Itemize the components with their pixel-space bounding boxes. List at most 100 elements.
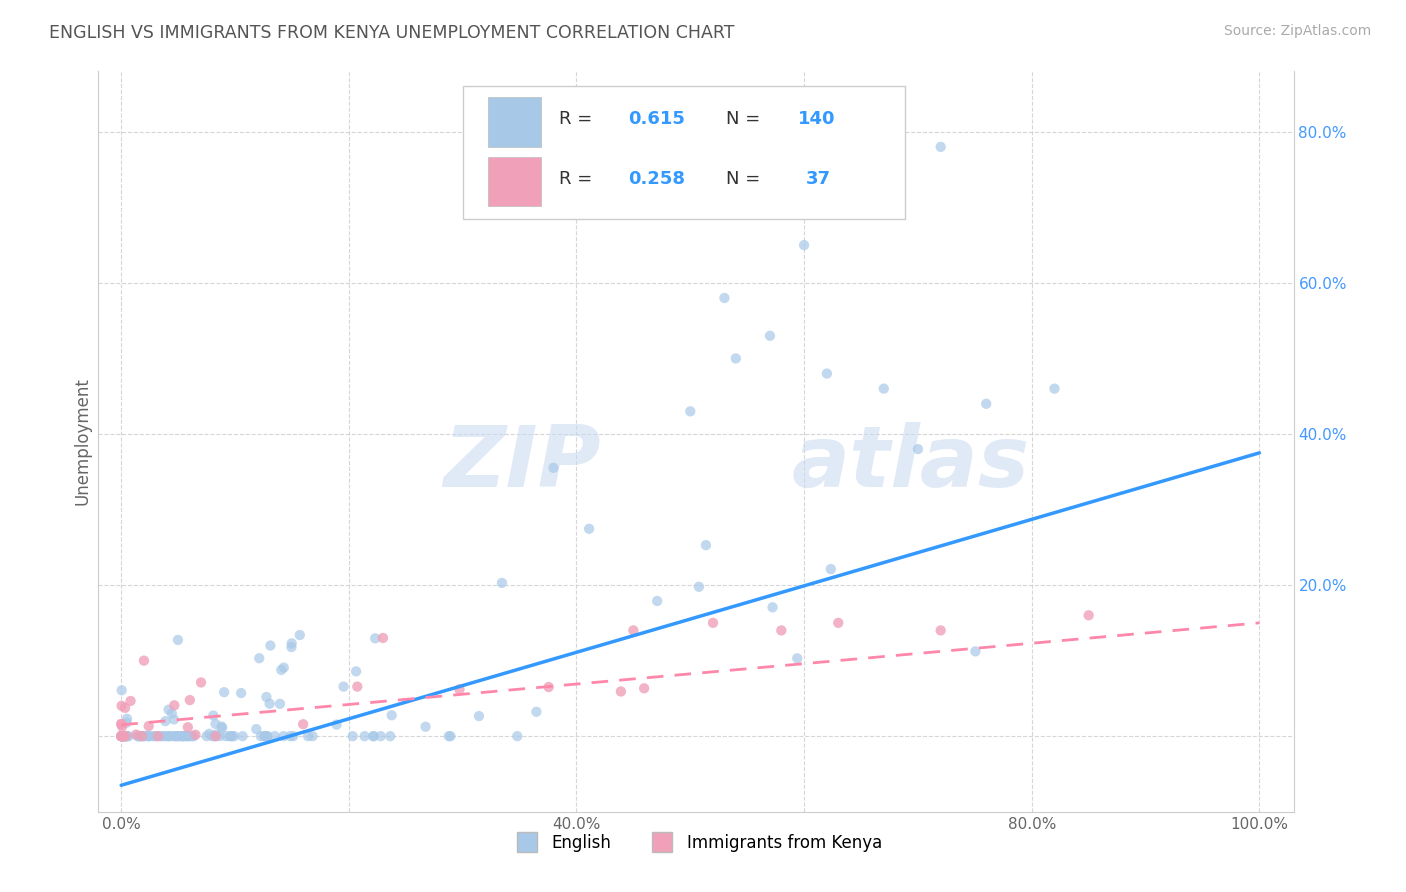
- Point: [111, 729, 134, 743]
- Point: [110, 717, 132, 731]
- Point: [166, 729, 188, 743]
- Point: [146, 729, 169, 743]
- Point: [155, 714, 177, 728]
- Point: [759, 328, 782, 343]
- Point: [167, 729, 190, 743]
- Point: [873, 382, 896, 396]
- Point: [111, 729, 134, 743]
- Point: [702, 615, 724, 630]
- Point: [160, 706, 183, 721]
- Point: [205, 728, 228, 742]
- Text: atlas: atlas: [792, 422, 1029, 505]
- Point: [112, 729, 135, 743]
- Point: [176, 729, 198, 743]
- Point: [110, 729, 132, 743]
- Point: [184, 728, 207, 742]
- Point: [346, 680, 368, 694]
- Text: Source: ZipAtlas.com: Source: ZipAtlas.com: [1223, 24, 1371, 38]
- Point: [506, 729, 529, 743]
- Point: [114, 729, 136, 743]
- Point: [129, 729, 152, 743]
- Point: [138, 729, 160, 743]
- Point: [381, 708, 404, 723]
- Point: [205, 729, 228, 743]
- Point: [110, 729, 132, 743]
- Point: [415, 720, 437, 734]
- Point: [761, 600, 783, 615]
- Point: [110, 729, 132, 743]
- Point: [114, 701, 136, 715]
- Point: [177, 720, 200, 734]
- Point: [202, 708, 225, 723]
- Point: [820, 562, 842, 576]
- Point: [827, 615, 849, 630]
- Point: [633, 681, 655, 696]
- Point: [183, 729, 205, 743]
- Point: [131, 729, 153, 743]
- Point: [114, 729, 136, 743]
- Point: [526, 705, 548, 719]
- Point: [332, 680, 354, 694]
- Point: [537, 680, 560, 694]
- Legend: English, Immigrants from Kenya: English, Immigrants from Kenya: [503, 828, 889, 859]
- Point: [679, 404, 702, 418]
- Point: [172, 729, 194, 743]
- Point: [688, 580, 710, 594]
- Point: [253, 729, 276, 743]
- FancyBboxPatch shape: [488, 97, 541, 147]
- Point: [157, 729, 180, 743]
- Point: [167, 632, 190, 647]
- Point: [221, 729, 243, 743]
- Point: [136, 729, 159, 743]
- Text: 140: 140: [797, 111, 835, 128]
- Point: [110, 698, 132, 713]
- Point: [713, 291, 735, 305]
- Point: [177, 729, 200, 743]
- Point: [115, 715, 138, 730]
- Point: [449, 682, 471, 697]
- Point: [115, 729, 138, 743]
- Point: [283, 729, 305, 743]
- Point: [128, 729, 150, 743]
- Point: [1043, 382, 1066, 396]
- Point: [115, 729, 138, 743]
- Point: [578, 522, 600, 536]
- Point: [138, 719, 160, 733]
- Point: [301, 729, 323, 743]
- Point: [163, 713, 186, 727]
- Point: [111, 729, 134, 743]
- Point: [211, 720, 233, 734]
- Point: [543, 460, 565, 475]
- Point: [125, 728, 148, 742]
- Point: [724, 351, 747, 366]
- Point: [363, 729, 385, 743]
- Point: [181, 729, 204, 743]
- Point: [815, 367, 838, 381]
- Text: R =: R =: [558, 169, 598, 187]
- Point: [280, 636, 302, 650]
- Text: 0.615: 0.615: [628, 111, 685, 128]
- Point: [131, 729, 153, 743]
- Point: [179, 729, 201, 743]
- Point: [363, 729, 385, 743]
- Point: [211, 721, 233, 735]
- Point: [110, 729, 132, 743]
- Text: R =: R =: [558, 111, 598, 128]
- Point: [793, 238, 815, 252]
- Point: [353, 729, 375, 743]
- Point: [114, 729, 136, 743]
- Point: [173, 729, 195, 743]
- Point: [201, 729, 224, 743]
- Point: [269, 697, 291, 711]
- Point: [256, 729, 278, 743]
- Point: [221, 729, 243, 743]
- Point: [280, 640, 302, 654]
- Point: [965, 644, 987, 658]
- Point: [929, 624, 952, 638]
- Point: [231, 686, 253, 700]
- Point: [170, 729, 193, 743]
- Point: [770, 624, 793, 638]
- Point: [364, 632, 387, 646]
- Point: [163, 729, 186, 743]
- FancyBboxPatch shape: [463, 87, 905, 219]
